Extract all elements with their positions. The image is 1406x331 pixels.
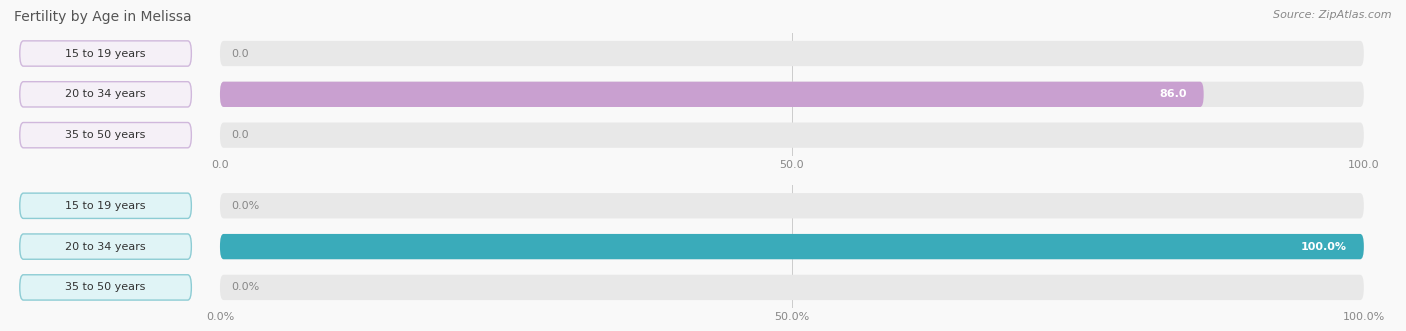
FancyBboxPatch shape [219,193,1364,218]
FancyBboxPatch shape [219,275,1364,300]
FancyBboxPatch shape [20,82,191,107]
Text: 20 to 34 years: 20 to 34 years [65,242,146,252]
Text: 15 to 19 years: 15 to 19 years [65,201,146,211]
Text: 0.0%: 0.0% [232,201,260,211]
Text: 35 to 50 years: 35 to 50 years [66,282,146,292]
FancyBboxPatch shape [20,275,191,300]
Text: 35 to 50 years: 35 to 50 years [66,130,146,140]
FancyBboxPatch shape [219,82,1364,107]
Text: 0.0: 0.0 [232,130,249,140]
Text: 15 to 19 years: 15 to 19 years [65,49,146,59]
FancyBboxPatch shape [20,41,191,66]
Text: Fertility by Age in Melissa: Fertility by Age in Melissa [14,10,191,24]
FancyBboxPatch shape [20,122,191,148]
FancyBboxPatch shape [20,193,191,218]
Text: 20 to 34 years: 20 to 34 years [65,89,146,99]
FancyBboxPatch shape [219,234,1364,259]
Text: 0.0: 0.0 [232,49,249,59]
FancyBboxPatch shape [219,82,1204,107]
FancyBboxPatch shape [219,41,1364,66]
Text: 86.0: 86.0 [1159,89,1187,99]
FancyBboxPatch shape [219,122,1364,148]
Text: Source: ZipAtlas.com: Source: ZipAtlas.com [1274,10,1392,20]
Text: 100.0%: 100.0% [1301,242,1347,252]
FancyBboxPatch shape [219,234,1364,259]
Text: 0.0%: 0.0% [232,282,260,292]
FancyBboxPatch shape [20,234,191,259]
